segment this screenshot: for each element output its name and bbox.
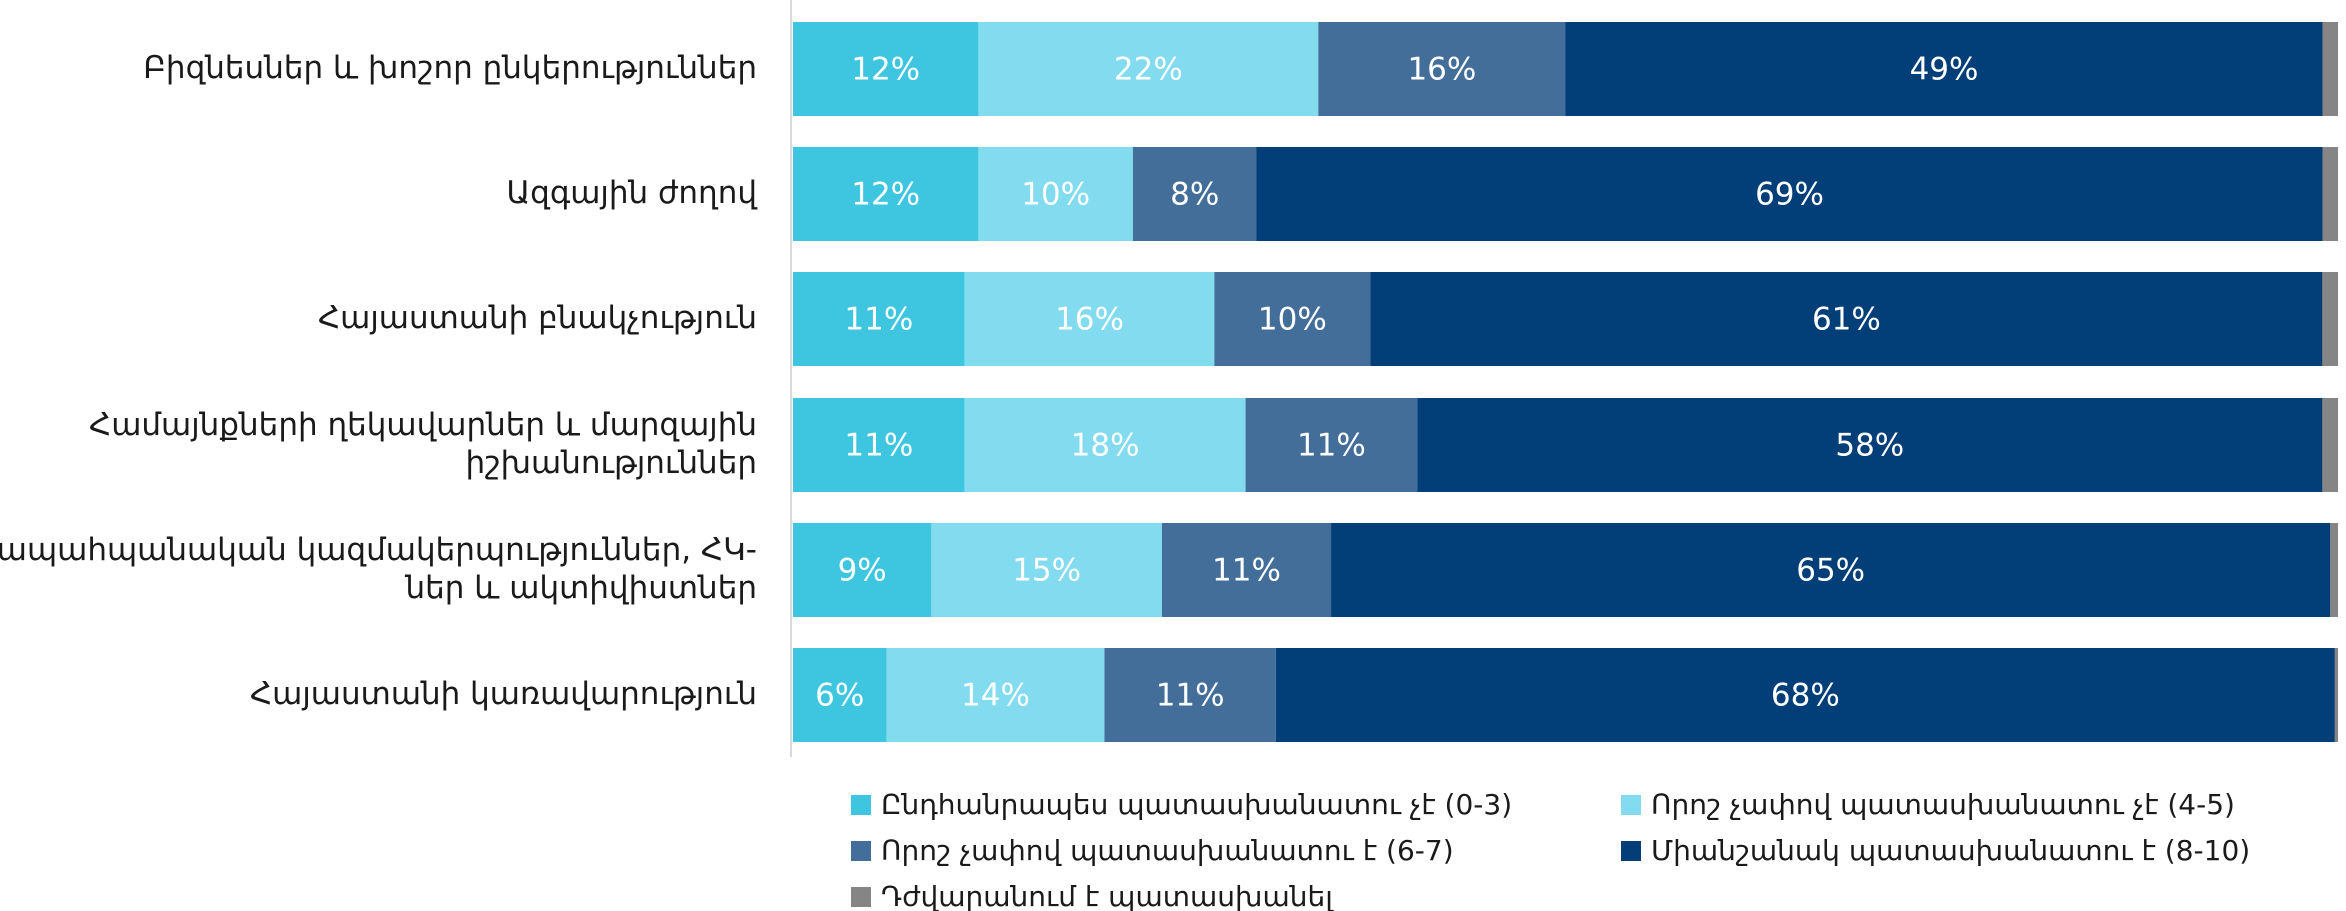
legend-swatch [1621,841,1641,861]
data-label: 16% [1055,302,1124,338]
data-label: 12% [851,52,920,88]
bar-segment [1370,272,2323,366]
data-label: 11% [844,428,913,464]
bar-segment [1331,523,2331,617]
bar-segment [2322,147,2338,241]
legend-label: Որոշ չափով պատասխանատու չէ (4-5) [1651,788,2235,821]
bar-segment [2334,648,2338,742]
data-label: 10% [1021,177,1090,213]
bar-segment [1565,22,2323,116]
bar-segment [793,398,965,492]
category-labels: Բիզնեսներ և խոշոր ընկերություններ Ազգային… [0,50,758,712]
bars: 12% 22% 16% 49% 12% 10% 8% 69% 11% 16% 10% 61% 11% 18… [793,22,2338,742]
category-label: Համայնքների ղեկավարներ և մարզային իշխանու… [89,407,757,481]
category-label: Ազգային ժողով [506,175,758,211]
legend-label: Միանշանակ պատասխանատու է (8-10) [1651,834,2250,867]
bar-segment [793,523,932,617]
data-label: 9% [838,553,887,589]
bar-segment [1417,398,2323,492]
bar-segment [1104,648,1276,742]
legend-swatch [851,841,871,861]
data-label: 11% [1156,678,1225,714]
data-label: 65% [1796,553,1865,589]
data-label: 6% [815,678,864,714]
bar-segment [1318,22,1566,116]
data-label: 22% [1114,52,1183,88]
bar-segment [978,22,1319,116]
bar-segment [2330,523,2338,617]
bar-segment [793,22,979,116]
data-label: 18% [1071,428,1140,464]
category-label: Հայաստանի բնակչություն [318,300,757,336]
bar-segment [1132,147,1257,241]
data-label: 11% [1212,553,1281,589]
data-label: 12% [851,177,920,213]
data-label: 49% [1910,52,1979,88]
bar-segment [964,398,1246,492]
legend-swatch [1621,795,1641,815]
category-label: Հայաստանի կառավարություն [250,676,757,712]
legend: Ընդհանրապես պատասխանատու չէ (0-3) Որոշ չա… [851,788,2250,911]
legend-label: Դժվարանում է պատասխանել [881,880,1334,911]
bar-segment [1214,272,1371,366]
bar-segment [2322,272,2338,366]
legend-swatch [851,795,871,815]
bar-segment [2322,398,2338,492]
bar-segment [1256,147,2323,241]
bar-segment [931,523,1162,617]
data-label: 58% [1835,428,1904,464]
data-label: 14% [961,678,1030,714]
data-label: 68% [1771,678,1840,714]
data-label: 11% [1297,428,1366,464]
data-label: 15% [1012,553,1081,589]
data-label: 69% [1755,177,1824,213]
bar-segment [978,147,1133,241]
legend-label: Որոշ չափով պատասխանատու է (6-7) [881,834,1454,867]
legend-label: Ընդհանրապես պատասխանատու չէ (0-3) [881,788,1512,821]
data-label: 16% [1407,52,1476,88]
bar-segment [1161,523,1332,617]
category-label: Բիզնեսներ և խոշոր ընկերություններ [143,50,757,86]
data-label: 10% [1258,302,1327,338]
bar-segment [964,272,1215,366]
bar-segment [886,648,1105,742]
bar-segment [793,648,887,742]
bar-segment [793,147,979,241]
bar-segment [1245,398,1418,492]
data-label: 8% [1170,177,1219,213]
bar-segment [793,272,965,366]
legend-swatch [851,887,871,907]
bar-segment [2322,22,2338,116]
bar-segment [1275,648,2335,742]
data-label: 61% [1812,302,1881,338]
data-label: 11% [844,302,913,338]
category-label: Բնապահպանական կազմակերպություններ, ՀԿ-նե… [0,532,757,606]
